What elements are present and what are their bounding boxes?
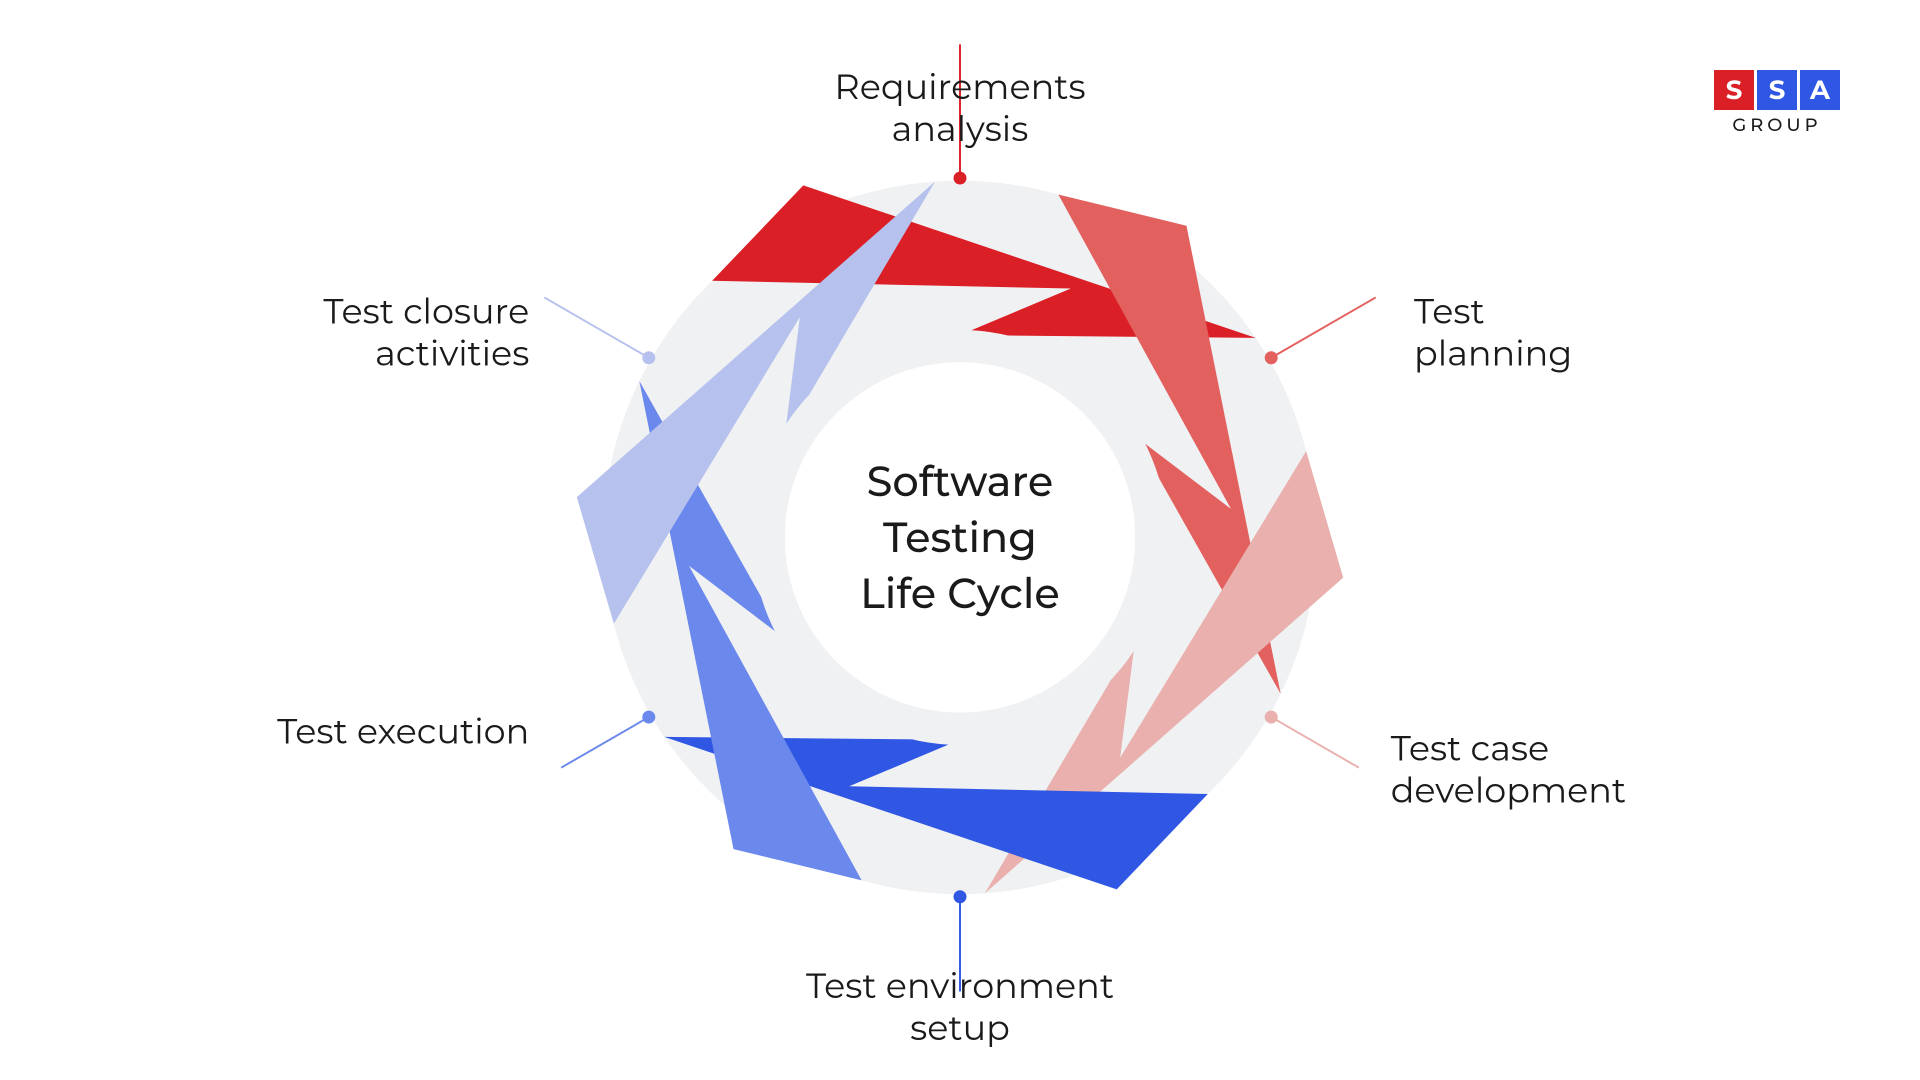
leader-line: [1271, 297, 1375, 357]
leader-line: [1271, 717, 1359, 768]
leader-dot: [642, 351, 655, 364]
leader-dot: [954, 172, 967, 185]
leader-dot: [1265, 711, 1278, 724]
brand-logo: SSA GROUP: [1714, 70, 1840, 136]
brand-logo-subtext: GROUP: [1714, 114, 1840, 136]
cycle-center-title: SoftwareTestingLife Cycle: [860, 457, 1060, 619]
leader-line: [561, 717, 649, 768]
segment-label: Test closureactivities: [323, 289, 529, 374]
diagram-stage: SoftwareTestingLife Cycle Requirementsan…: [0, 0, 1920, 1080]
leader-dot: [1265, 351, 1278, 364]
segment-label: Test execution: [277, 710, 529, 753]
segment-label: Requirementsanalysis: [834, 65, 1085, 150]
brand-logo-letter: S: [1714, 70, 1754, 110]
leader-line: [544, 297, 648, 357]
cycle-diagram: SoftwareTestingLife Cycle Requirementsan…: [0, 0, 1920, 1080]
leader-dot: [954, 890, 967, 903]
brand-logo-letter: A: [1800, 70, 1840, 110]
segment-label: Test casedevelopment: [1391, 727, 1626, 812]
segment-label: Test environmentsetup: [806, 964, 1114, 1049]
brand-logo-letter: S: [1757, 70, 1797, 110]
leader-dot: [642, 711, 655, 724]
segment-label: Testplanning: [1414, 289, 1572, 374]
